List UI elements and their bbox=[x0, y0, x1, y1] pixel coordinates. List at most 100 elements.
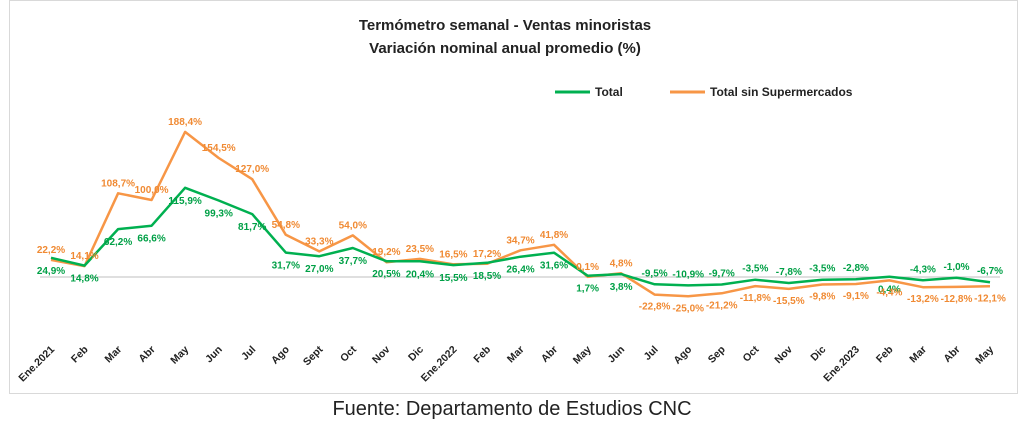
x-tick-label-23: Dic bbox=[808, 344, 828, 364]
x-tick-label-7: Ago bbox=[269, 344, 292, 367]
x-tick-label-6: Jul bbox=[239, 344, 258, 363]
series-layer bbox=[50, 130, 991, 298]
x-tick-label-11: Dic bbox=[406, 344, 426, 364]
x-tick-label-14: Mar bbox=[505, 344, 527, 366]
x-tick-label-3: Abr bbox=[136, 344, 157, 365]
x-tick-label-8: Sept bbox=[301, 343, 326, 368]
label-total-13: 18,5% bbox=[473, 271, 501, 282]
x-tick-label-25: Feb bbox=[874, 344, 896, 366]
label-total-24: -2,8% bbox=[843, 263, 869, 274]
label-total-19: -10,9% bbox=[672, 269, 704, 280]
label-total-9: 37,7% bbox=[339, 256, 367, 267]
x-tick-label-12: Ene.2022 bbox=[419, 344, 460, 385]
legend-sin-super-label: Total sin Supermercados bbox=[710, 85, 853, 99]
label-total-28: -6,7% bbox=[977, 266, 1003, 277]
x-axis-ticks: Ene.2021 Feb Mar Abr May Jun Jul Ago Sept Oct Nov D… bbox=[16, 343, 996, 384]
label-total-5: 99,3% bbox=[205, 209, 233, 220]
label-sin-super-14: 34,7% bbox=[506, 235, 534, 246]
label-total-11: 20,4% bbox=[406, 269, 434, 280]
label-sin-super-1: 14,1% bbox=[70, 251, 98, 262]
label-total-27: -1,0% bbox=[943, 262, 969, 273]
label-total-26: -4,3% bbox=[910, 264, 936, 275]
label-sin-super-9: 54,0% bbox=[339, 220, 367, 231]
label-sin-super-2: 108,7% bbox=[101, 178, 135, 189]
label-sin-super-6: 127,0% bbox=[235, 164, 269, 175]
label-sin-super-21: -11,8% bbox=[740, 293, 771, 304]
x-tick-label-27: Abr bbox=[941, 344, 962, 365]
series-line-total bbox=[50, 186, 991, 287]
label-sin-super-20: -21,2% bbox=[706, 300, 738, 311]
label-sin-super-16: 0,1% bbox=[576, 262, 599, 273]
label-total-12: 15,5% bbox=[439, 273, 467, 284]
label-sin-super-5: 154,5% bbox=[202, 143, 236, 154]
label-sin-super-11: 23,5% bbox=[406, 244, 434, 255]
x-tick-label-17: Jun bbox=[606, 344, 628, 366]
legend-total-label: Total bbox=[595, 85, 623, 99]
x-tick-label-20: Sep bbox=[706, 344, 728, 366]
label-sin-super-25: -4,4% bbox=[876, 287, 902, 298]
x-tick-label-1: Feb bbox=[69, 344, 91, 366]
label-sin-super-3: 100,0% bbox=[135, 185, 169, 196]
label-sin-super-19: -25,0% bbox=[672, 303, 704, 314]
label-total-3: 66,6% bbox=[137, 234, 165, 245]
x-tick-label-13: Feb bbox=[471, 344, 493, 366]
label-sin-super-26: -13,2% bbox=[907, 294, 939, 305]
label-sin-super-12: 16,5% bbox=[439, 249, 467, 260]
label-sin-super-28: -12,1% bbox=[974, 293, 1006, 304]
label-sin-super-13: 17,2% bbox=[473, 249, 501, 260]
label-total-8: 27,0% bbox=[305, 264, 333, 275]
series-line-total-sin-supermercados bbox=[50, 130, 991, 298]
x-tick-label-0: Ene.2021 bbox=[16, 344, 57, 385]
label-sin-super-17: 4,8% bbox=[610, 258, 633, 269]
chart-subtitle: Variación nominal anual promedio (%) bbox=[369, 40, 641, 57]
x-tick-label-21: Oct bbox=[741, 343, 762, 364]
label-sin-super-15: 41,8% bbox=[540, 230, 568, 241]
label-sin-super-27: -12,8% bbox=[941, 294, 973, 305]
label-total-7: 31,7% bbox=[272, 261, 300, 272]
label-total-16: 1,7% bbox=[576, 284, 599, 295]
label-total-23: -3,5% bbox=[809, 264, 835, 275]
label-sin-super-24: -9,1% bbox=[843, 291, 869, 302]
chart-title: Termómetro semanal - Ventas minoristas bbox=[359, 17, 651, 34]
x-tick-label-2: Mar bbox=[103, 344, 125, 366]
x-tick-label-18: Jul bbox=[642, 344, 661, 363]
label-total-18: -9,5% bbox=[642, 268, 668, 279]
label-total-1: 14,8% bbox=[70, 274, 98, 285]
x-tick-label-10: Nov bbox=[370, 344, 393, 367]
data-labels: 24,9% 14,8% 62,2% 66,6% 115,9% 99,3% 81,7% 31,7… bbox=[37, 117, 1006, 314]
x-tick-label-15: Abr bbox=[539, 344, 560, 365]
label-sin-super-23: -9,8% bbox=[809, 292, 835, 303]
label-total-20: -9,7% bbox=[709, 269, 735, 280]
chart-frame: Termómetro semanal - Ventas minoristas V… bbox=[9, 0, 1018, 394]
label-sin-super-18: -22,8% bbox=[639, 302, 671, 313]
label-sin-super-8: 33,3% bbox=[305, 236, 333, 247]
x-tick-label-28: May bbox=[973, 344, 996, 367]
label-sin-super-7: 54,8% bbox=[272, 220, 300, 231]
x-tick-label-9: Oct bbox=[338, 343, 359, 364]
label-sin-super-4: 188,4% bbox=[168, 117, 202, 128]
label-total-14: 26,4% bbox=[506, 265, 534, 276]
x-tick-label-16: May bbox=[571, 344, 594, 367]
line-chart: Termómetro semanal - Ventas minoristas V… bbox=[16, 17, 1006, 384]
x-tick-label-4: May bbox=[168, 344, 191, 367]
x-tick-label-19: Ago bbox=[671, 344, 694, 367]
label-total-17: 3,8% bbox=[610, 282, 633, 293]
label-sin-super-0: 22,2% bbox=[37, 245, 65, 256]
label-total-10: 20,5% bbox=[372, 269, 400, 280]
x-tick-label-26: Mar bbox=[907, 344, 929, 366]
label-sin-super-22: -15,5% bbox=[773, 296, 805, 307]
label-total-25: 0,4% bbox=[878, 285, 901, 296]
label-total-22: -7,8% bbox=[776, 267, 802, 278]
label-sin-super-10: 19,2% bbox=[372, 247, 400, 258]
x-tick-label-5: Jun bbox=[203, 344, 225, 366]
label-total-15: 31,6% bbox=[540, 261, 568, 272]
label-total-21: -3,5% bbox=[742, 264, 768, 275]
x-tick-label-24: Ene.2023 bbox=[821, 344, 862, 385]
label-total-0: 24,9% bbox=[37, 266, 65, 277]
label-total-4: 115,9% bbox=[168, 196, 201, 207]
label-total-2: 62,2% bbox=[104, 237, 132, 248]
legend: Total Total sin Supermercados bbox=[555, 85, 853, 99]
source-note: Fuente: Departamento de Estudios CNC bbox=[332, 398, 692, 420]
x-tick-label-22: Nov bbox=[772, 344, 795, 367]
label-total-6: 81,7% bbox=[238, 222, 266, 233]
